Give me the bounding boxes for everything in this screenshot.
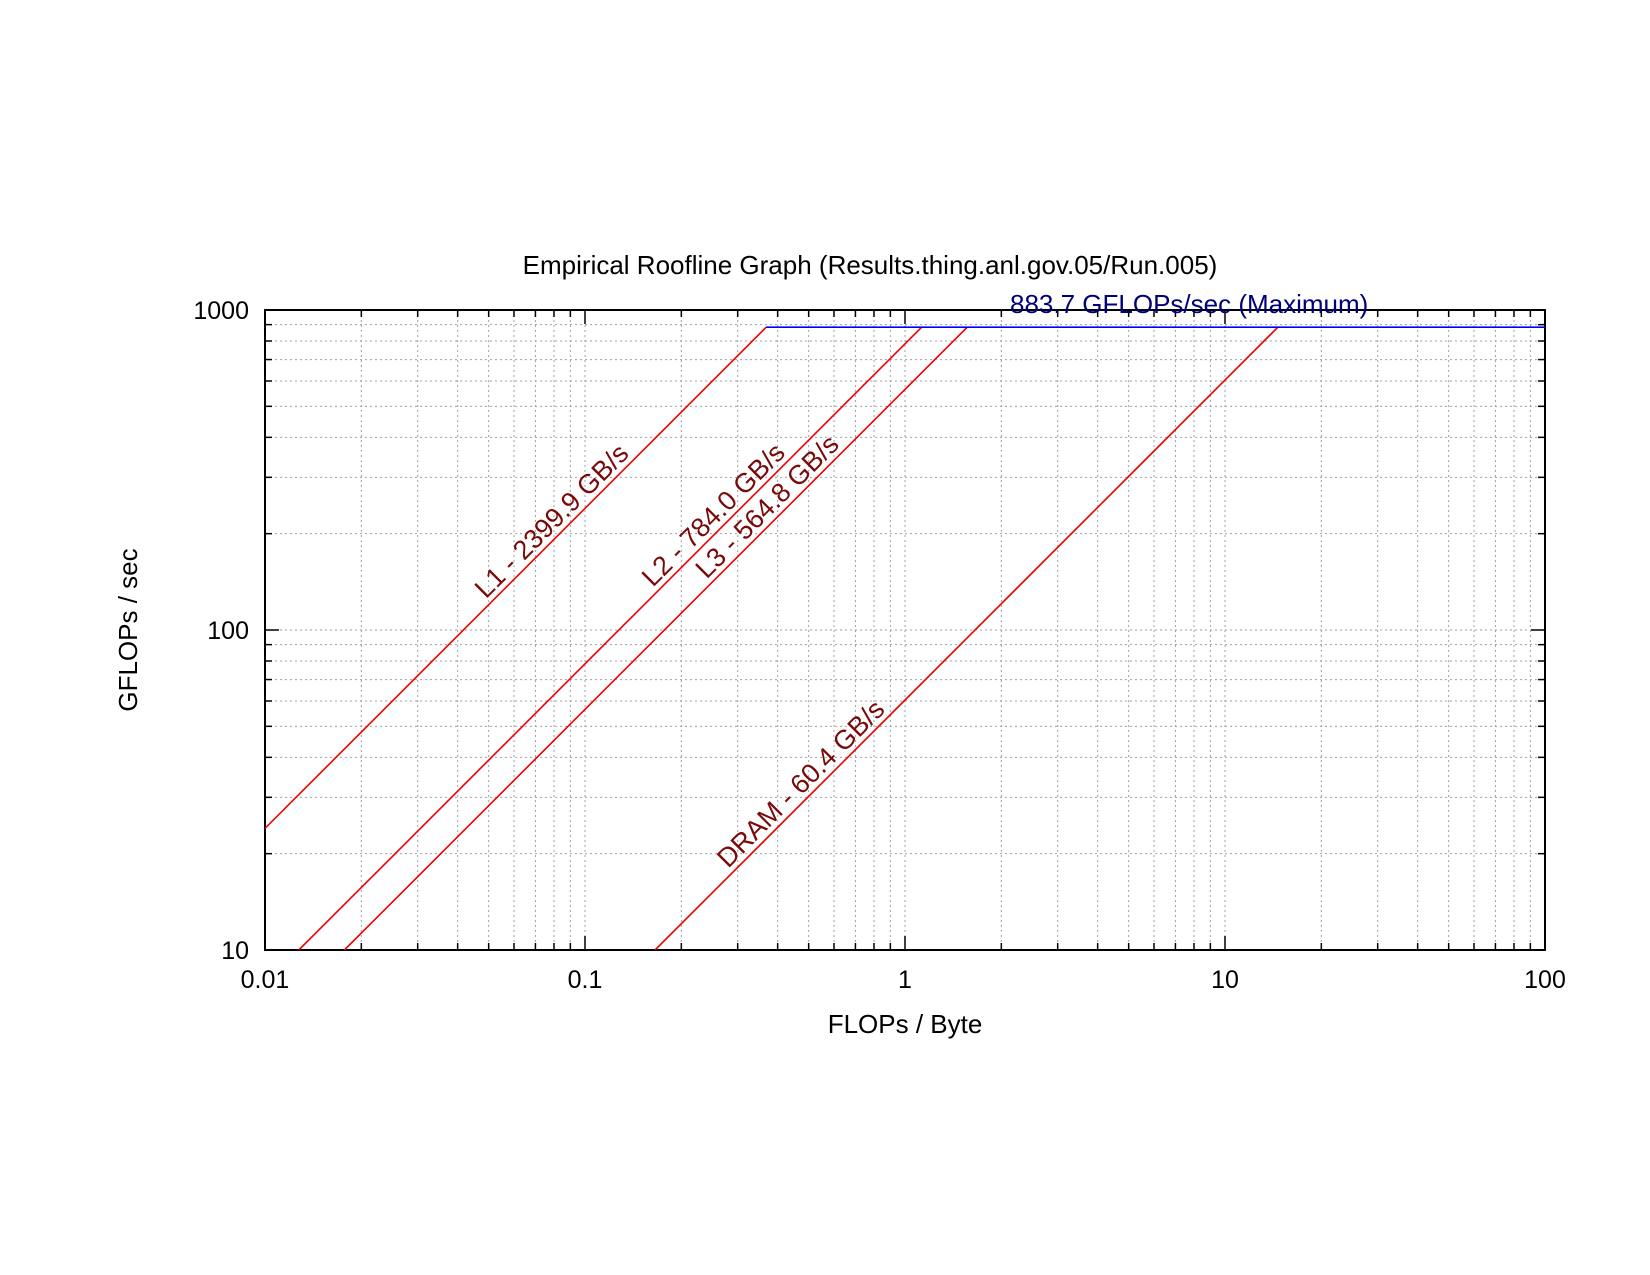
roofline-l1-line xyxy=(265,326,767,829)
roofline-dram-line xyxy=(654,326,1279,950)
roofline-l3-line xyxy=(343,326,968,950)
tick-labels: 0.01 0.1 1 10 100 10 100 1000 xyxy=(193,297,1565,994)
peak-compute-label: 883.7 GFLOPs/sec (Maximum) xyxy=(1010,289,1368,319)
y-tick-label: 100 xyxy=(207,617,249,645)
x-tick-label: 0.1 xyxy=(568,966,603,994)
roofline-l1-label: L1 - 2399.9 GB/s xyxy=(469,438,635,604)
roofline-l2-line xyxy=(298,326,923,950)
y-tick-label: 1000 xyxy=(193,297,249,325)
x-tick-label: 100 xyxy=(1524,966,1566,994)
grid-lines xyxy=(265,310,1545,950)
x-tick-label: 0.01 xyxy=(241,966,290,994)
x-tick-label: 1 xyxy=(898,966,912,994)
y-tick-label: 10 xyxy=(221,937,249,965)
chart-title: Empirical Roofline Graph (Results.thing.… xyxy=(523,250,1218,280)
y-axis-label: GFLOPs / sec xyxy=(113,548,143,711)
x-tick-label: 10 xyxy=(1211,966,1239,994)
plot-frame xyxy=(264,309,1546,951)
roofline-series xyxy=(265,326,1545,950)
axis-ticks xyxy=(264,310,1545,951)
x-axis-label: FLOPs / Byte xyxy=(828,1009,983,1039)
